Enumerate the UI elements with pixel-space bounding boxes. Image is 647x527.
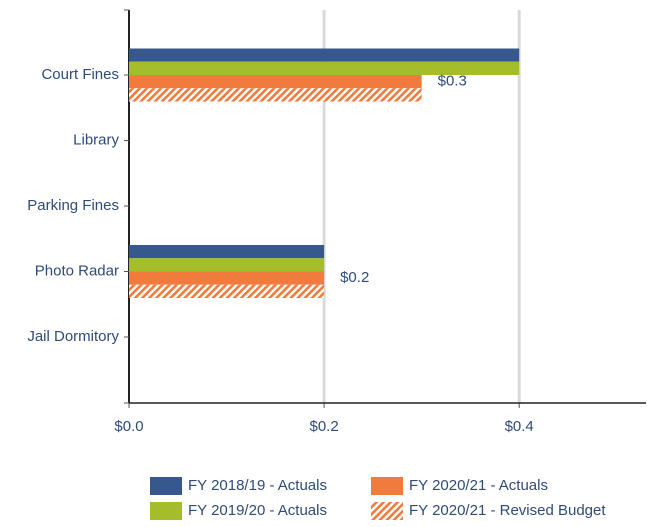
legend-swatch xyxy=(150,502,182,520)
y-tick-label: Library xyxy=(73,131,119,148)
legend-label: FY 2020/21 - Actuals xyxy=(409,477,548,494)
x-tick-label: $0.2 xyxy=(309,418,338,435)
legend-swatch xyxy=(371,477,403,495)
legend-label: FY 2020/21 - Revised Budget xyxy=(409,502,606,519)
y-tick-label: Photo Radar xyxy=(35,262,119,279)
x-tick-label: $0.0 xyxy=(114,418,143,435)
bar xyxy=(129,258,325,272)
legend-swatch xyxy=(371,502,403,520)
y-tick-label: Court Fines xyxy=(41,66,119,83)
bar xyxy=(129,284,325,298)
legend-swatch xyxy=(150,477,182,495)
bar xyxy=(129,245,325,259)
bar xyxy=(129,88,422,102)
bar xyxy=(129,61,520,75)
x-tick-label: $0.4 xyxy=(505,418,534,435)
bar xyxy=(129,271,325,285)
y-tick-label: Parking Fines xyxy=(27,197,119,214)
data-label: $0.3 xyxy=(438,73,467,90)
bar xyxy=(129,48,520,62)
legend-label: FY 2018/19 - Actuals xyxy=(188,477,327,494)
bar xyxy=(129,75,422,89)
data-label: $0.2 xyxy=(340,269,369,286)
legend-label: FY 2019/20 - Actuals xyxy=(188,502,327,519)
y-tick-label: Jail Dormitory xyxy=(27,328,119,345)
